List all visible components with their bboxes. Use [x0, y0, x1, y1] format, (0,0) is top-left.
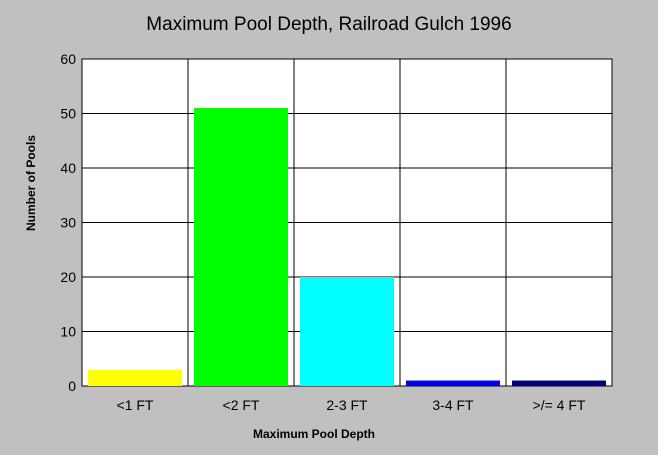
y-tick-label: 10 [60, 324, 76, 340]
bar [300, 277, 394, 386]
x-tick-label: 2-3 FT [326, 397, 368, 413]
y-tick-label: 20 [60, 269, 76, 285]
y-tick-label: 50 [60, 106, 76, 122]
x-tick-labels: <1 FT <2 FT 2-3 FT 3-4 FT >/= 4 FT [117, 397, 586, 413]
y-tick-label: 40 [60, 160, 76, 176]
x-tick-label: <2 FT [223, 397, 260, 413]
bar [406, 380, 500, 386]
grid-lines [82, 59, 612, 386]
y-tick-labels: 0 10 20 30 40 50 60 [60, 51, 76, 394]
bars [88, 108, 606, 387]
x-axis-label: Maximum Pool Depth [253, 427, 375, 441]
chart-title: Maximum Pool Depth, Railroad Gulch 1996 [146, 14, 512, 35]
bar [512, 380, 606, 386]
y-tick-label: 30 [60, 215, 76, 231]
y-tick-label: 60 [60, 51, 76, 67]
y-tick-label: 0 [68, 378, 76, 394]
bar [194, 108, 288, 387]
x-tick-label: <1 FT [117, 397, 154, 413]
y-axis-label: Number of Pools [24, 135, 38, 231]
bar [88, 369, 182, 386]
x-tick-label: 3-4 FT [432, 397, 474, 413]
x-tick-label: >/= 4 FT [533, 397, 586, 413]
